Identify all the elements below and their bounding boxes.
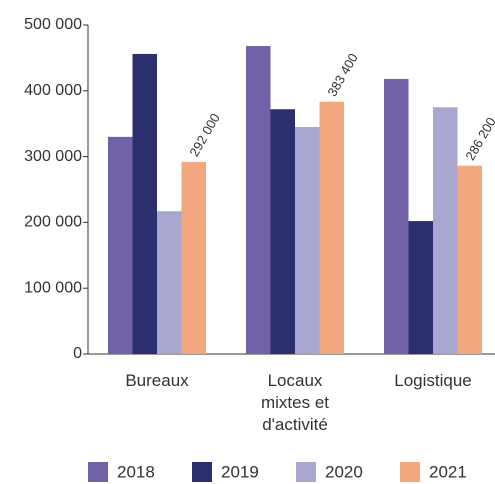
legend-label: 2021 [429, 462, 467, 481]
legend-label: 2018 [117, 462, 155, 481]
value-label: 286 200 [462, 115, 495, 163]
bar [319, 101, 344, 354]
bar [181, 161, 206, 354]
y-tick-label: 200 000 [24, 214, 82, 231]
y-tick-label: 500 000 [24, 16, 82, 33]
x-tick-label: Locaux mixtes et d'activité [260, 371, 330, 434]
y-tick-label: 300 000 [24, 148, 82, 165]
legend-label: 2019 [221, 462, 259, 481]
y-tick-label: 400 000 [24, 82, 82, 99]
legend-swatch [400, 462, 420, 482]
bar [132, 53, 157, 355]
legend-label: 2020 [325, 462, 363, 481]
bar [384, 78, 409, 355]
legend-swatch [192, 462, 212, 482]
y-tick-label: 100 000 [24, 279, 82, 296]
x-tick-label: Bureaux [125, 371, 189, 390]
bar [433, 107, 458, 354]
bar [270, 109, 295, 354]
bar [108, 136, 133, 354]
legend-swatch [88, 462, 108, 482]
bar [157, 211, 182, 354]
bar [246, 46, 271, 354]
legend-swatch [296, 462, 316, 482]
y-tick-label: 0 [73, 345, 82, 362]
bar [408, 221, 433, 354]
value-label: 383 400 [324, 51, 360, 99]
bar [295, 126, 320, 355]
x-tick-label: Logistique [394, 371, 472, 390]
bar [457, 165, 482, 354]
value-label: 292 000 [186, 111, 222, 159]
